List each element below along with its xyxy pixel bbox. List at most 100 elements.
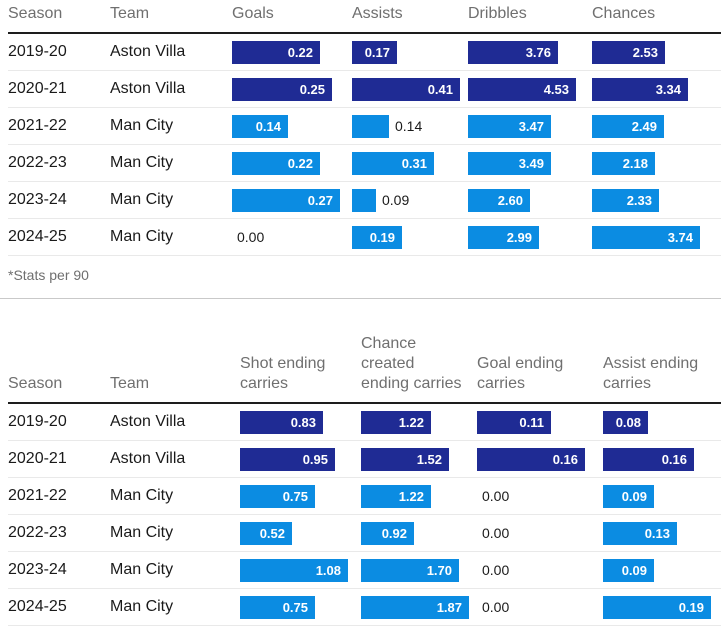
stat-bar: 0.16 — [603, 447, 694, 471]
stat-cell-goal-ending-carries: 0.11 — [477, 410, 603, 434]
stat-cell-dribbles: 3.76 — [468, 40, 592, 64]
stat-cell-shot-ending-carries: 0.83 — [240, 410, 361, 434]
column-header-chances: Chances — [592, 5, 656, 22]
stat-cell-chances: 2.18 — [592, 151, 721, 175]
stat-cell-assist-ending-carries: 0.16 — [603, 447, 721, 471]
stat-cell-chance-created-ending-carries: 1.52 — [361, 447, 477, 471]
team-cell: Man City — [110, 561, 174, 578]
carries-stats-table: Season Team Shot ending carries Chance crea… — [8, 299, 721, 626]
stat-cell-chances: 3.74 — [592, 225, 721, 249]
team-cell: Aston Villa — [110, 413, 186, 430]
stat-cell-dribbles: 4.53 — [468, 77, 592, 101]
stat-bar: 0.13 — [603, 521, 677, 545]
stats-row-2021-22: 2021-22 Man City 0.75 1.22 0.00 0.09 — [8, 478, 721, 515]
stat-cell-assists: 0.31 — [352, 151, 468, 175]
team-cell: Aston Villa — [110, 450, 186, 467]
stat-bar: 0.22 — [232, 151, 320, 175]
stat-value-label: 0.00 — [482, 525, 510, 541]
stat-bar: 0.25 — [232, 77, 332, 101]
stat-cell-shot-ending-carries: 0.75 — [240, 595, 361, 619]
carries-table-rows: 2019-20 Aston Villa 0.83 1.22 0.11 0.08 2020-2… — [8, 404, 721, 626]
stat-value-label: 0.00 — [482, 562, 510, 578]
per90-stats-table: Season Team Goals Assists Dribbles Chances 20… — [8, 0, 721, 256]
stats-row-2023-24: 2023-24 Man City 0.27 0.09 2.60 2.33 — [8, 182, 721, 219]
stat-value-label: 0.00 — [482, 599, 510, 615]
stat-cell-goal-ending-carries: 0.00 — [477, 488, 603, 504]
stat-cell-chance-created-ending-carries: 0.92 — [361, 521, 477, 545]
team-cell: Man City — [110, 487, 174, 504]
stats-row-2024-25: 2024-25 Man City 0.75 1.87 0.00 0.19 — [8, 589, 721, 626]
stat-cell-chances: 3.34 — [592, 77, 721, 101]
stat-value-label: 0.09 — [382, 192, 410, 208]
carries-table-header-row: Season Team Shot ending carries Chance crea… — [8, 299, 721, 404]
stat-cell-assists: 0.17 — [352, 40, 468, 64]
column-header-goals: Goals — [232, 5, 274, 22]
stat-cell-goal-ending-carries: 0.00 — [477, 599, 603, 615]
column-header-assists: Assists — [352, 5, 403, 22]
stat-bar: 2.99 — [468, 225, 539, 249]
season-cell: 2021-22 — [8, 487, 67, 504]
stat-bar: 0.19 — [352, 225, 402, 249]
stat-bar: 0.83 — [240, 410, 323, 434]
stats-footnote: *Stats per 90 — [8, 267, 89, 283]
stat-bar: 0.19 — [603, 595, 711, 619]
stat-cell-assists: 0.41 — [352, 77, 468, 101]
stat-cell-goals: 0.27 — [232, 188, 352, 212]
column-header-team: Team — [110, 5, 150, 22]
stats-row-2019-20: 2019-20 Aston Villa 0.83 1.22 0.11 0.08 — [8, 404, 721, 441]
stats-row-2024-25: 2024-25 Man City 0.00 0.19 2.99 3.74 — [8, 219, 721, 256]
stats-row-2020-21: 2020-21 Aston Villa 0.95 1.52 0.16 0.16 — [8, 441, 721, 478]
stat-cell-assists: 0.09 — [352, 188, 468, 212]
stat-bar — [352, 114, 389, 138]
stat-bar: 3.49 — [468, 151, 551, 175]
column-header-season: Season — [8, 375, 63, 392]
stats-row-2019-20: 2019-20 Aston Villa 0.22 0.17 3.76 2.53 — [8, 34, 721, 71]
stat-cell-dribbles: 3.49 — [468, 151, 592, 175]
season-cell: 2023-24 — [8, 561, 67, 578]
stat-cell-dribbles: 3.47 — [468, 114, 592, 138]
stat-bar: 0.09 — [603, 558, 654, 582]
stat-cell-goal-ending-carries: 0.16 — [477, 447, 603, 471]
stat-value-label: 0.00 — [237, 229, 265, 245]
stat-cell-goals: 0.14 — [232, 114, 352, 138]
stat-bar: 0.75 — [240, 484, 315, 508]
stat-cell-goals: 0.22 — [232, 151, 352, 175]
column-header-goal-ending-carries: Goal ending carries — [477, 355, 564, 392]
team-cell: Man City — [110, 191, 174, 208]
season-cell: 2019-20 — [8, 43, 67, 60]
season-cell: 2024-25 — [8, 598, 67, 615]
stat-cell-chance-created-ending-carries: 1.22 — [361, 410, 477, 434]
stat-cell-assist-ending-carries: 0.09 — [603, 558, 721, 582]
stat-cell-assist-ending-carries: 0.13 — [603, 521, 721, 545]
column-header-assist-ending-carries: Assist ending carries — [603, 355, 699, 392]
stat-cell-dribbles: 2.99 — [468, 225, 592, 249]
stat-bar: 3.47 — [468, 114, 551, 138]
stat-cell-goals: 0.22 — [232, 40, 352, 64]
stat-cell-shot-ending-carries: 0.95 — [240, 447, 361, 471]
season-cell: 2020-21 — [8, 80, 67, 97]
stat-bar: 1.87 — [361, 595, 469, 619]
stats-row-2020-21: 2020-21 Aston Villa 0.25 0.41 4.53 3.34 — [8, 71, 721, 108]
stat-bar: 2.53 — [592, 40, 665, 64]
stat-value-label: 0.00 — [482, 488, 510, 504]
season-cell: 2021-22 — [8, 117, 67, 134]
stat-bar: 0.27 — [232, 188, 340, 212]
stats-row-2023-24: 2023-24 Man City 1.08 1.70 0.00 0.09 — [8, 552, 721, 589]
stat-bar: 4.53 — [468, 77, 576, 101]
stat-cell-assists: 0.14 — [352, 114, 468, 138]
team-cell: Man City — [110, 117, 174, 134]
stat-bar: 0.95 — [240, 447, 335, 471]
stat-bar: 3.34 — [592, 77, 688, 101]
stat-bar: 0.16 — [477, 447, 585, 471]
stat-bar: 1.70 — [361, 558, 459, 582]
stat-bar: 0.11 — [477, 410, 551, 434]
stat-bar: 0.41 — [352, 77, 460, 101]
stat-cell-chance-created-ending-carries: 1.70 — [361, 558, 477, 582]
per90-table-header-row: Season Team Goals Assists Dribbles Chances — [8, 0, 721, 34]
season-cell: 2019-20 — [8, 413, 67, 430]
stat-bar: 3.76 — [468, 40, 558, 64]
stat-bar: 2.49 — [592, 114, 664, 138]
stats-row-2021-22: 2021-22 Man City 0.14 0.14 3.47 2.49 — [8, 108, 721, 145]
stat-cell-chance-created-ending-carries: 1.87 — [361, 595, 477, 619]
stat-bar: 2.18 — [592, 151, 655, 175]
